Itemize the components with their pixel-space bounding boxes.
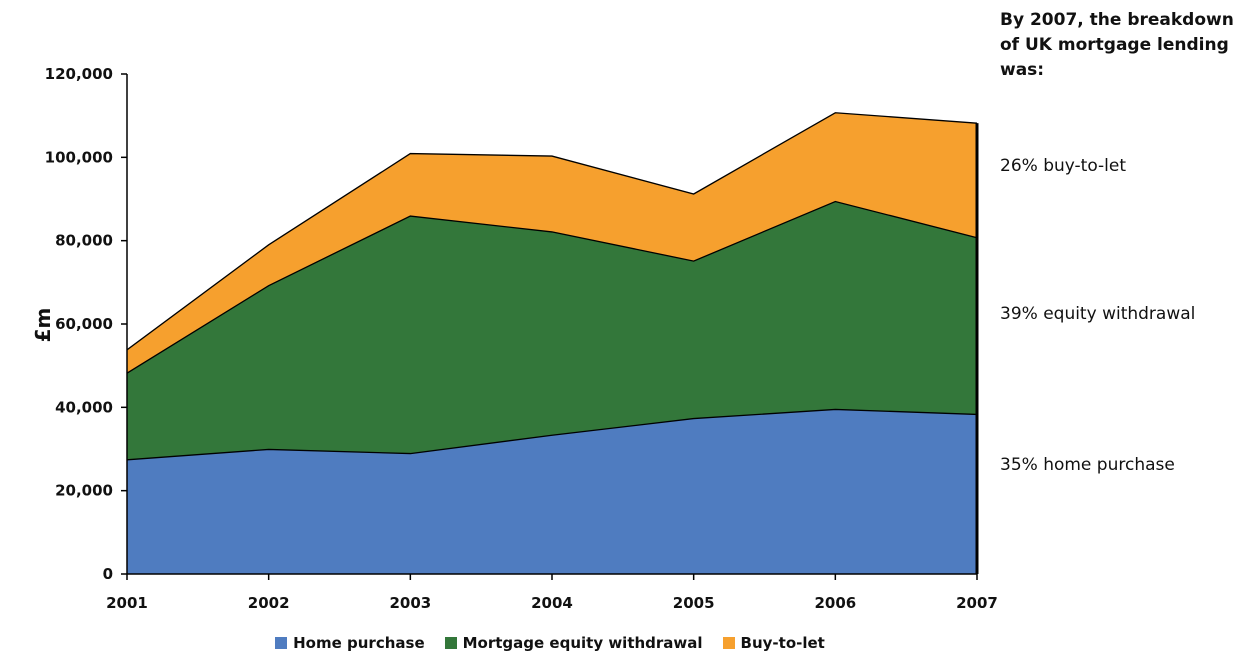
y-tick-label: 80,000 (55, 232, 113, 250)
x-tick-label: 2003 (389, 594, 431, 612)
legend-item-buy-to-let: Buy-to-let (722, 634, 825, 652)
x-tick-label: 2002 (248, 594, 290, 612)
y-tick-label: 120,000 (45, 65, 113, 83)
x-tick-label: 2007 (956, 594, 998, 612)
y-tick-label: 60,000 (55, 315, 113, 333)
area-mortgage-equity-withdrawal (127, 201, 977, 460)
note-equity-withdrawal: 39% equity withdrawal (1000, 304, 1196, 324)
legend-label: Home purchase (293, 634, 425, 652)
series-line (126, 408, 978, 461)
y-tick-label: 40,000 (55, 398, 113, 416)
y-tick-label: 0 (103, 565, 113, 583)
x-tick-label: 2001 (106, 594, 148, 612)
series-line (126, 200, 978, 374)
tick-labels: 0 20,000 40,000 60,000 80,000 100,000 120,000 2… (45, 65, 998, 612)
area-layers (126, 112, 979, 574)
x-tick-label: 2004 (531, 594, 573, 612)
legend-label: Mortgage equity withdrawal (462, 634, 703, 652)
legend-item-equity-withdrawal: Mortgage equity withdrawal (444, 634, 703, 652)
legend-label: Buy-to-let (740, 634, 825, 652)
legend: Home purchase Mortgage equity withdrawal… (0, 634, 1100, 652)
y-tick-label: 100,000 (45, 148, 113, 166)
legend-swatch-buy-to-let (722, 637, 735, 649)
area-home-purchase (127, 409, 977, 574)
y-tick-label: 20,000 (55, 482, 113, 500)
legend-swatch-equity-withdrawal (444, 637, 457, 649)
legend-swatch-home-purchase (275, 637, 288, 649)
series-line (126, 112, 978, 351)
note-home-purchase: 35% home purchase (1000, 455, 1175, 475)
area-buy-to-let (127, 112, 977, 374)
note-buy-to-let: 26% buy-to-let (1000, 156, 1127, 176)
side-panel-heading: By 2007, the breakdown of UK mortgage le… (1000, 10, 1234, 80)
axes (121, 73, 978, 580)
x-tick-label: 2006 (814, 594, 856, 612)
legend-item-home-purchase: Home purchase (275, 634, 425, 652)
y-axis-title: £m (31, 308, 55, 343)
x-tick-label: 2005 (673, 594, 715, 612)
